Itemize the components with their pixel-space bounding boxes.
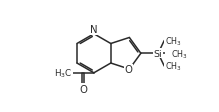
Text: N: N (90, 25, 98, 35)
Text: CH$_3$: CH$_3$ (164, 60, 181, 73)
Text: O: O (124, 65, 132, 75)
Text: Si: Si (154, 49, 162, 58)
Text: CH$_3$: CH$_3$ (171, 48, 188, 60)
Text: H$_3$C: H$_3$C (54, 67, 72, 79)
Text: O: O (79, 84, 87, 94)
Text: CH$_3$: CH$_3$ (164, 35, 181, 47)
